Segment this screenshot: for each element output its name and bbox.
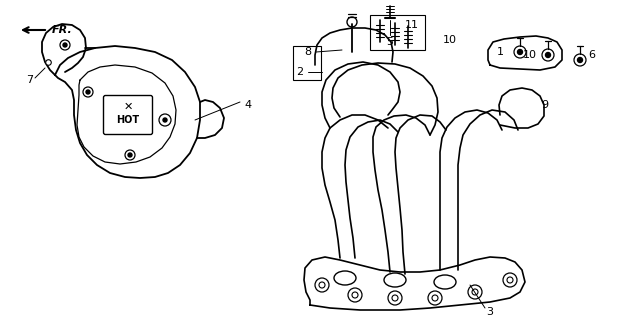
Circle shape [128, 153, 132, 157]
Circle shape [577, 58, 582, 62]
Circle shape [63, 43, 67, 47]
Bar [370, 15, 425, 50]
Text: FR.: FR. [52, 25, 73, 35]
Text: 10: 10 [523, 50, 537, 60]
Text: 8: 8 [305, 47, 311, 57]
Text: 11: 11 [405, 20, 419, 30]
Text: 10: 10 [443, 35, 457, 45]
Text: 2: 2 [296, 67, 303, 77]
Text: 1: 1 [497, 47, 504, 57]
Circle shape [545, 52, 550, 58]
Text: 7: 7 [26, 75, 34, 85]
Text: HOT: HOT [117, 115, 140, 125]
FancyBboxPatch shape [104, 95, 152, 134]
Text: 5: 5 [386, 37, 394, 47]
Text: 4: 4 [245, 100, 251, 110]
Text: ✕: ✕ [124, 102, 133, 112]
Text: 3: 3 [487, 307, 494, 317]
Bar [293, 46, 321, 80]
Text: 6: 6 [588, 50, 595, 60]
Circle shape [163, 118, 167, 122]
Circle shape [517, 50, 522, 54]
Text: 9: 9 [542, 100, 548, 110]
Circle shape [86, 90, 90, 94]
